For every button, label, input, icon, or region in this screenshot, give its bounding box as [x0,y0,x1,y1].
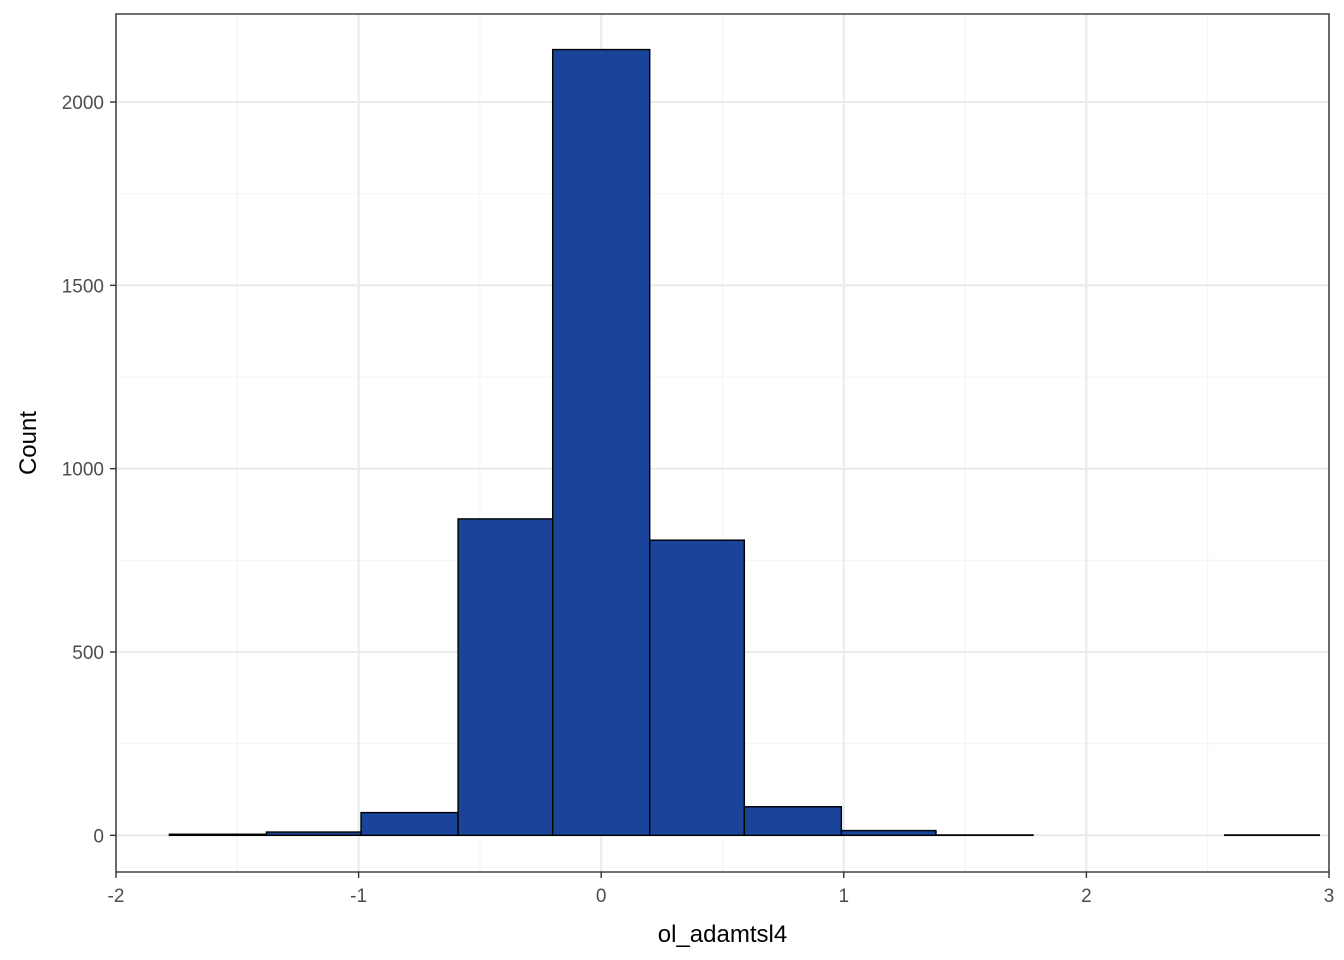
histogram-bars [168,48,1320,837]
x-tick-label: -1 [350,886,367,907]
x-axis: -2 -1 0 1 2 3 [108,872,1335,907]
histogram-bar [649,539,746,837]
histogram-bar [168,833,268,837]
histogram-bar [360,811,459,837]
y-axis: 0 500 1000 1500 2000 [62,93,116,847]
x-tick-label: 1 [839,886,850,907]
y-tick-label: 500 [72,643,104,664]
x-tick-label: -2 [108,886,125,907]
histogram-bar [265,831,362,837]
y-tick-label: 2000 [62,93,104,114]
histogram-bar [457,518,554,837]
y-tick-label: 1500 [62,276,104,297]
panel-border [115,13,1330,873]
y-axis-title: Count [15,411,42,475]
x-tick-label: 0 [596,886,607,907]
x-tick-label: 2 [1081,886,1092,907]
histogram-bar [743,806,843,837]
y-tick-label: 1000 [62,460,104,481]
x-axis-title: ol_adamtsl4 [658,921,787,948]
histogram-bar [840,829,937,837]
histogram-bar [551,48,651,837]
y-tick-label: 0 [93,826,104,847]
x-tick-label: 3 [1324,886,1335,907]
